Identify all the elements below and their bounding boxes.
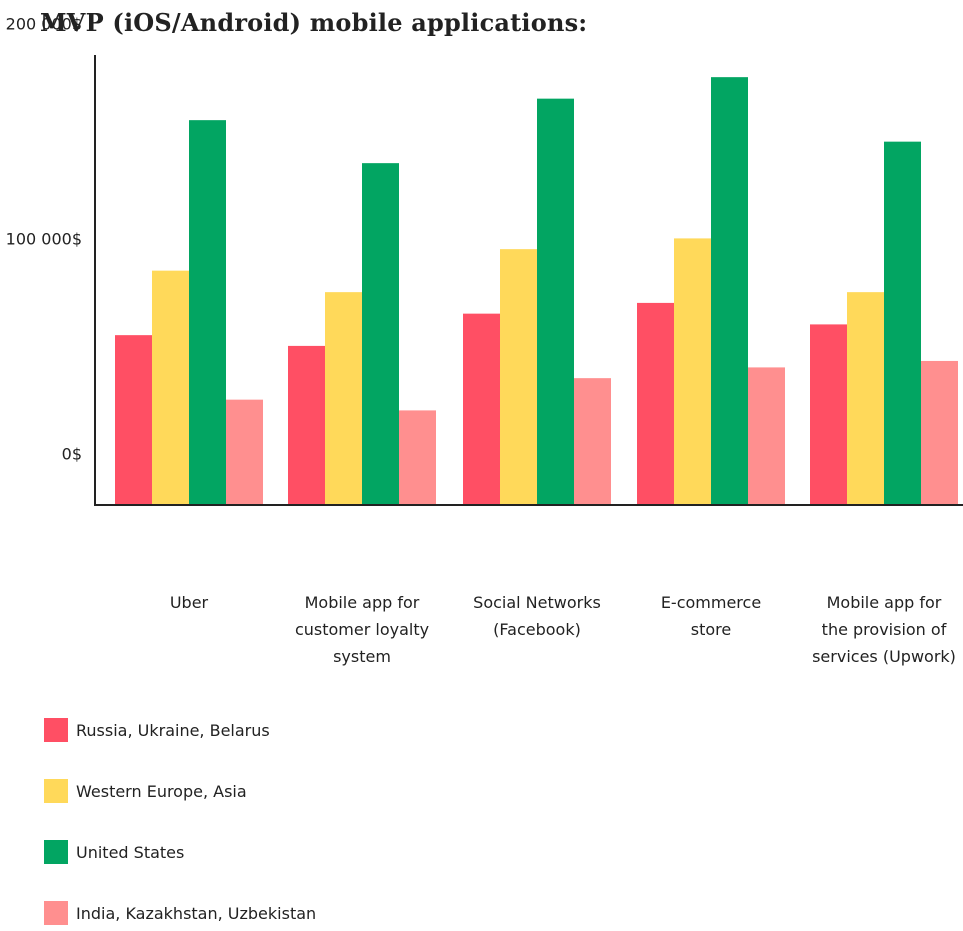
- bar: [711, 77, 748, 506]
- bar: [884, 141, 921, 505]
- legend-label: Russia, Ukraine, Belarus: [76, 720, 270, 740]
- x-category-label-line: Social Networks: [473, 593, 601, 612]
- chart-title: MVP (iOS/Android) mobile applications:: [40, 8, 588, 37]
- bar: [288, 345, 325, 505]
- x-category-label: Social Networks (Facebook): [447, 589, 627, 643]
- bar: [500, 249, 537, 505]
- bar: [674, 238, 711, 505]
- x-category-label-line: store: [690, 620, 732, 639]
- bar: [574, 378, 611, 505]
- y-tick-label: 100 000$: [6, 229, 82, 248]
- bar: [152, 270, 189, 505]
- x-category-label-line: customer loyalty: [294, 620, 430, 639]
- y-tick-label: 200 000$: [6, 14, 82, 33]
- bar: [463, 313, 500, 505]
- legend-item: Russia, Ukraine, Belarus: [44, 717, 270, 743]
- x-category-label: Mobile app for customer loyalty system: [272, 589, 452, 670]
- legend-swatch: [44, 718, 68, 742]
- bar: [226, 399, 263, 505]
- x-category-label-line: Mobile app for: [304, 593, 420, 612]
- legend-swatch: [44, 840, 68, 864]
- bar: [189, 120, 226, 506]
- bar: [847, 292, 884, 505]
- x-category-label-line: (Facebook): [493, 620, 581, 639]
- bar: [537, 98, 574, 506]
- legend-item: United States: [44, 839, 184, 865]
- x-category-label: E-commerce store: [621, 589, 801, 643]
- x-category-label-line: Uber: [169, 593, 209, 612]
- y-tick-label: 0$: [62, 444, 82, 463]
- x-category-label-line: Mobile app for: [826, 593, 942, 612]
- bar: [325, 292, 362, 505]
- x-category-label: Mobile app for the provision of services (…: [794, 589, 963, 670]
- x-category-label-line: the provision of: [821, 620, 947, 639]
- legend-label: Western Europe, Asia: [76, 781, 247, 801]
- legend-item: Western Europe, Asia: [44, 778, 247, 804]
- legend-swatch: [44, 901, 68, 925]
- bar: [810, 324, 847, 505]
- bar: [115, 335, 152, 505]
- bar: [399, 410, 436, 505]
- bar: [362, 163, 399, 505]
- legend-swatch: [44, 779, 68, 803]
- legend-item: India, Kazakhstan, Uzbekistan: [44, 900, 316, 926]
- legend-label: India, Kazakhstan, Uzbekistan: [76, 903, 317, 923]
- x-category-label-line: system: [333, 647, 391, 666]
- bar: [637, 302, 674, 505]
- x-category-label-line: services (Upwork): [812, 647, 956, 666]
- bar: [921, 360, 958, 505]
- x-category-label: Uber: [99, 589, 279, 616]
- legend-label: United States: [76, 842, 185, 862]
- bar: [748, 367, 785, 505]
- x-category-label-line: E-commerce: [660, 593, 762, 612]
